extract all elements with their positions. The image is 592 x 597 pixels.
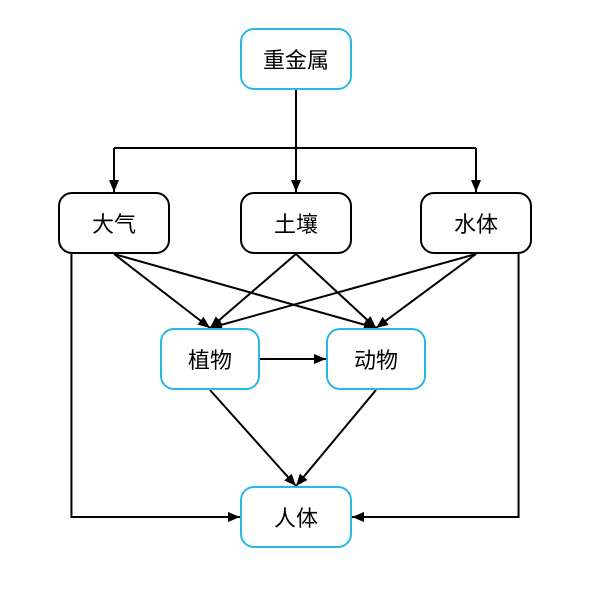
node-soil: 土壤 [240, 192, 352, 254]
flowchart-stage: 重金属大气 土壤 水体植物 动物人体 [0, 0, 592, 597]
node-label: 大气 [92, 207, 136, 239]
node-atmosphere: 大气 [58, 192, 170, 254]
node-heavy-metal: 重金属 [240, 28, 352, 90]
node-label: 动物 [354, 343, 398, 375]
node-label: 植物 [188, 343, 232, 375]
node-label: 水体 [454, 207, 498, 239]
node-human: 人体 [240, 486, 352, 548]
node-label: 土壤 [274, 207, 318, 239]
node-label: 重金属 [263, 43, 329, 75]
node-animal: 动物 [326, 328, 426, 390]
node-water: 水体 [420, 192, 532, 254]
node-label: 人体 [274, 501, 318, 533]
node-plant: 植物 [160, 328, 260, 390]
